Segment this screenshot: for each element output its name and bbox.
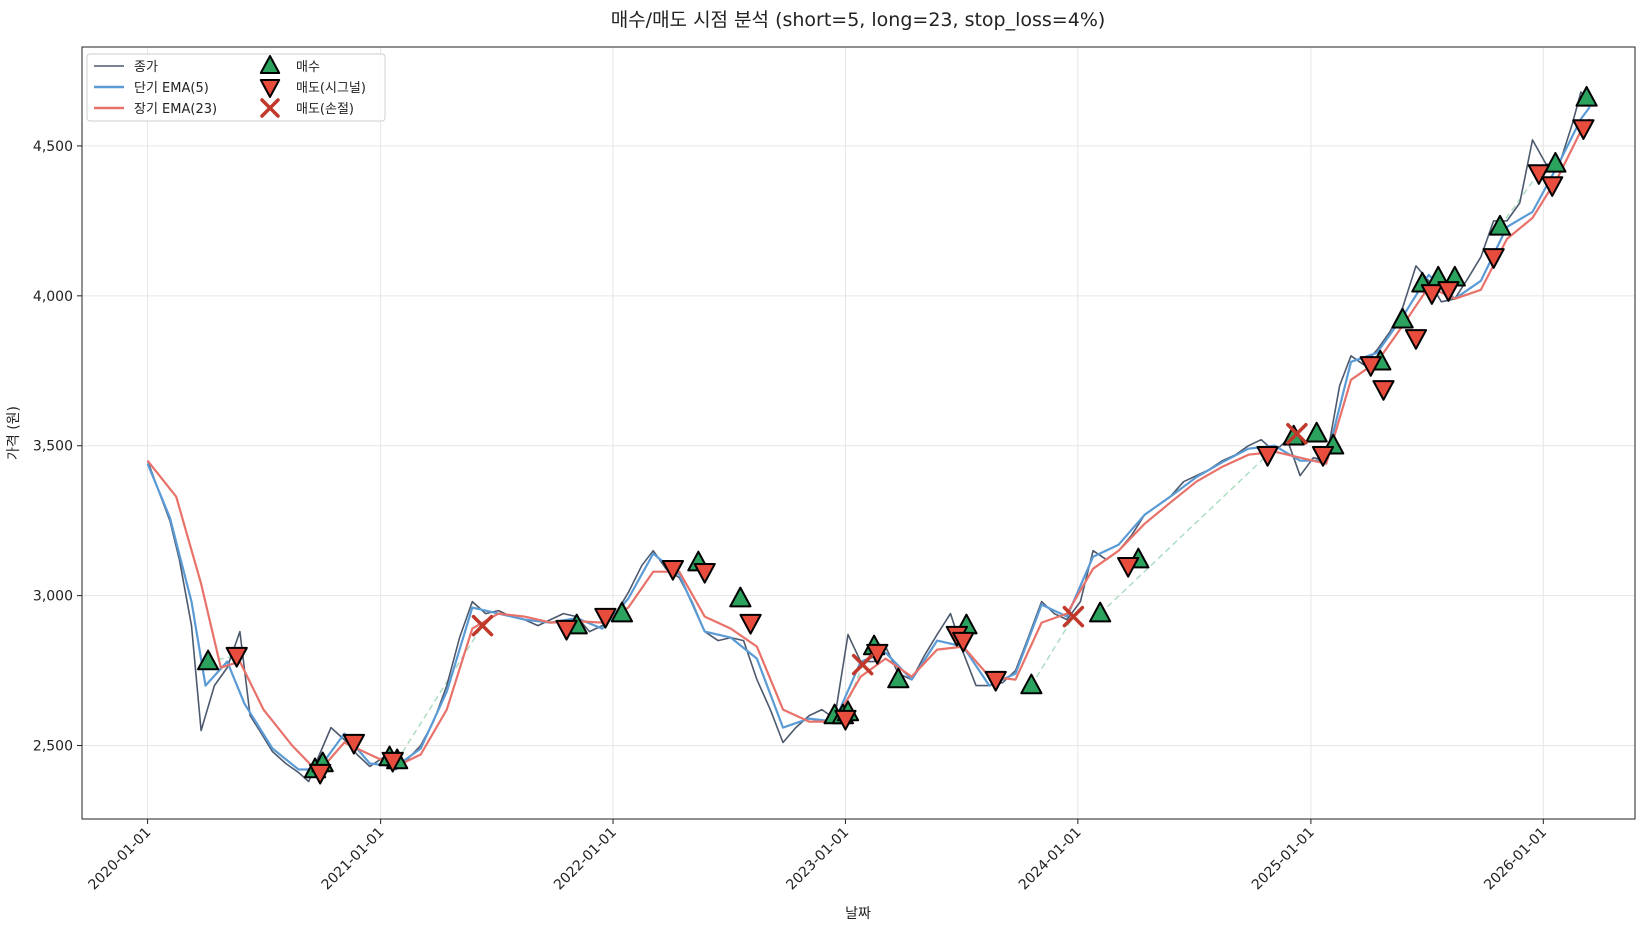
- sell-signal-marker: [225, 646, 248, 668]
- legend-close: 종가: [94, 60, 158, 75]
- y-axis-ticks: 2,500 3,000 3,500 4,000 4,500: [33, 139, 82, 755]
- buy-marker: [1391, 307, 1414, 329]
- stop-loss-marker: [851, 653, 874, 676]
- buy-marker: [610, 601, 634, 623]
- buy-marker: [729, 586, 752, 608]
- legend-label: 매수: [296, 60, 320, 75]
- legend-label: 장기 EMA(23): [134, 102, 217, 117]
- legend-swatch: [259, 55, 281, 74]
- legend-box: [86, 53, 386, 122]
- sell-signal-marker: [661, 559, 685, 581]
- stop-loss-marker: [471, 614, 494, 637]
- buy-marker: [1305, 421, 1328, 443]
- buy-marker: [1020, 673, 1043, 695]
- x-tick-label: 2024-01-01: [1016, 825, 1085, 894]
- sell-signal-marker: [834, 709, 857, 731]
- sell-signal-marker: [1311, 446, 1335, 467]
- legend-sell-signal: 매도(시그널): [259, 79, 366, 98]
- legend-ema-short: 단기 EMA(5): [94, 81, 209, 96]
- buy-marker: [1544, 151, 1567, 173]
- x-tick-label: 2023-01-01: [783, 825, 852, 894]
- sell-signal-marker: [342, 733, 366, 755]
- y-tick-label: 2,500: [33, 739, 73, 755]
- sell-signal-marker: [1541, 176, 1564, 197]
- sell-signal-marker: [1572, 119, 1595, 140]
- chart-title: 매수/매도 시점 분석 (short=5, long=23, stop_loss…: [611, 9, 1106, 31]
- trade-link-line: [842, 664, 864, 716]
- legend-swatch: [260, 98, 280, 118]
- sell-signal-marker: [693, 562, 716, 584]
- trade-link-line: [396, 625, 484, 761]
- sell-signal-marker: [1359, 356, 1382, 377]
- close-price-line: [146, 91, 1591, 783]
- legend-sell-stoploss: 매도(손절): [260, 98, 354, 118]
- y-tick-label: 3,500: [33, 439, 73, 455]
- sell-signal-marker: [1482, 248, 1505, 269]
- x-axis-ticks: 2020-01-01 2021-01-01 2022-01-01 2023-01-01…: [86, 819, 1550, 894]
- y-tick-label: 4,500: [33, 139, 73, 155]
- sell-signal-marker: [1117, 556, 1140, 578]
- trade-links: [207, 172, 1540, 761]
- sell-signal-marker: [1437, 281, 1460, 302]
- x-axis-label: 날짜: [845, 906, 871, 922]
- stop-loss-marker: [1286, 422, 1308, 445]
- sell-signal-marker: [1527, 164, 1550, 185]
- y-tick-label: 4,000: [33, 289, 73, 305]
- grid: [82, 47, 1635, 819]
- sell-signal-marker: [555, 619, 578, 641]
- y-axis-label: 가격 (원): [6, 406, 22, 460]
- legend-label: 종가: [134, 60, 158, 75]
- y-tick-label: 3,000: [33, 589, 73, 605]
- trade-link-line: [1499, 172, 1540, 228]
- stop-loss-marker: [1062, 605, 1085, 628]
- buy-marker: [887, 667, 910, 689]
- buy-marker: [1488, 214, 1512, 236]
- sell-signal-marker: [984, 670, 1007, 692]
- sell-signal-marker: [1404, 329, 1428, 350]
- legend-label: 매도(시그널): [296, 81, 366, 96]
- plot-frame: [81, 46, 1636, 820]
- trade-link-line: [1030, 616, 1074, 686]
- sell-signal-marker: [594, 607, 617, 629]
- sell-signal-marker: [952, 631, 975, 653]
- sell-signal-marker: [1420, 284, 1444, 305]
- x-tick-label: 2021-01-01: [319, 825, 388, 894]
- x-tick-label: 2025-01-01: [1249, 825, 1318, 894]
- buy-marker: [196, 649, 220, 671]
- sell-signal-marker: [309, 763, 332, 785]
- legend-ema-long: 장기 EMA(23): [94, 102, 217, 117]
- x-tick-label: 2020-01-01: [86, 825, 155, 894]
- trade-link-line: [1099, 454, 1269, 615]
- legend-swatch: [259, 79, 281, 98]
- sell-signal-marker: [739, 613, 762, 635]
- series-lines: [146, 91, 1591, 783]
- sell-signal-marker: [381, 751, 404, 773]
- x-tick-label: 2026-01-01: [1481, 825, 1550, 894]
- legend-label: 단기 EMA(5): [134, 81, 209, 96]
- x-tick-label: 2022-01-01: [551, 825, 620, 894]
- sell-signal-marker: [1372, 380, 1395, 401]
- buy-marker: [1089, 601, 1112, 623]
- legend-buy: 매수: [259, 55, 320, 75]
- legend-label: 매도(손절): [296, 102, 354, 117]
- sell-signal-marker: [1256, 446, 1279, 467]
- buy-marker: [1575, 85, 1598, 107]
- trade-markers: [196, 85, 1598, 785]
